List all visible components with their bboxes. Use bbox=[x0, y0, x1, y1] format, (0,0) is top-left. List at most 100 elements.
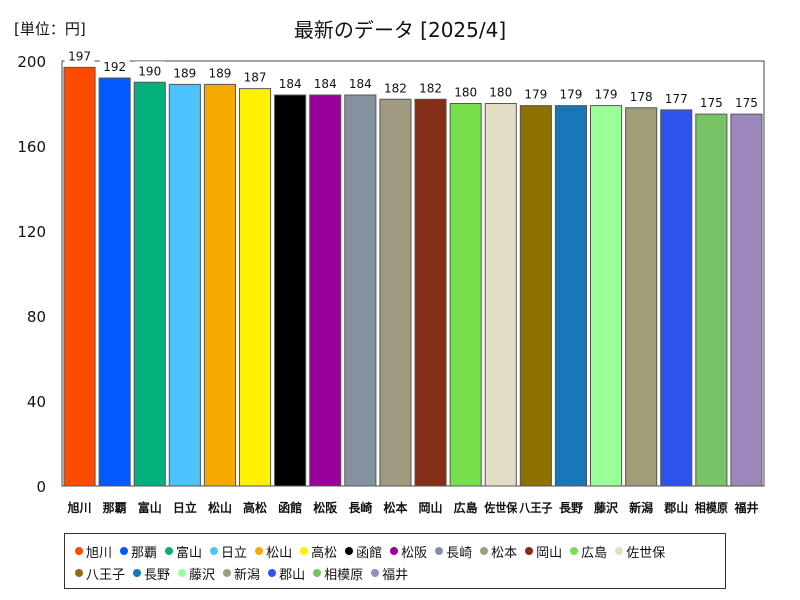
legend-item: 函館 bbox=[345, 540, 382, 562]
legend-item: 福井 bbox=[371, 562, 408, 584]
legend-label: 長野 bbox=[144, 567, 171, 583]
value-label: 192 bbox=[103, 60, 126, 74]
legend-label: 日立 bbox=[221, 545, 248, 561]
category-label: 佐世保 bbox=[483, 500, 518, 515]
bar-相模原 bbox=[695, 113, 728, 487]
category-label: 郡山 bbox=[663, 500, 688, 515]
legend-marker bbox=[75, 547, 83, 555]
value-label-bg bbox=[450, 82, 481, 101]
legend-label: 新潟 bbox=[234, 567, 261, 583]
value-label: 179 bbox=[524, 88, 547, 102]
unit-label: [単位：円] bbox=[14, 20, 86, 38]
plot-frame bbox=[61, 60, 765, 487]
value-label: 177 bbox=[665, 92, 688, 106]
y-tick-label: 160 bbox=[17, 138, 46, 156]
value-label: 184 bbox=[314, 77, 337, 91]
category-label: 岡山 bbox=[419, 500, 443, 515]
legend-item: 新潟 bbox=[223, 562, 260, 584]
legend-marker bbox=[268, 569, 277, 577]
bar-長野 bbox=[554, 105, 588, 487]
value-label: 184 bbox=[279, 77, 302, 91]
legend-label: 八王子 bbox=[86, 567, 126, 583]
category-label: 長野 bbox=[559, 500, 583, 515]
bar-佐世保 bbox=[484, 103, 517, 487]
value-label-bg bbox=[380, 78, 411, 97]
value-label: 197 bbox=[68, 49, 91, 63]
category-label: 八王子 bbox=[518, 501, 552, 515]
legend-marker bbox=[615, 547, 624, 555]
value-label-bg bbox=[169, 63, 200, 82]
value-label: 182 bbox=[384, 81, 407, 95]
value-label: 182 bbox=[419, 81, 442, 95]
legend-marker bbox=[371, 569, 380, 577]
value-label-bg bbox=[661, 88, 692, 107]
bar-郡山 bbox=[660, 109, 693, 487]
value-labels: 197 192 190 189 189 187 184 184 184 182 182 180 180 1… bbox=[64, 46, 762, 112]
y-tick-label: 200 bbox=[17, 53, 46, 71]
legend-label: 長崎 bbox=[446, 545, 473, 561]
legend-marker bbox=[133, 569, 142, 577]
legend-marker bbox=[120, 547, 129, 555]
category-label: 那覇 bbox=[103, 501, 127, 515]
legend-marker bbox=[525, 547, 534, 555]
legend-marker bbox=[178, 569, 187, 577]
legend-marker bbox=[255, 547, 264, 555]
legend-item: 相模原 bbox=[313, 562, 363, 584]
legend-marker bbox=[345, 547, 354, 555]
bar-高松 bbox=[239, 88, 272, 487]
category-label: 長崎 bbox=[348, 500, 372, 515]
legend-label: 函館 bbox=[356, 545, 383, 561]
legend-label: 松本 bbox=[491, 545, 518, 561]
legend-item: 佐世保 bbox=[615, 540, 665, 562]
category-label: 新潟 bbox=[629, 500, 653, 515]
legend-label: 那覇 bbox=[131, 545, 158, 561]
category-label: 函館 bbox=[278, 500, 302, 515]
category-label: 旭川 bbox=[67, 500, 92, 515]
bar-富山 bbox=[133, 81, 166, 487]
legend-marker bbox=[390, 547, 399, 555]
value-label-bg bbox=[134, 61, 165, 80]
value-label-bg bbox=[696, 93, 727, 112]
legend-item: 長崎 bbox=[435, 540, 472, 562]
legend-marker bbox=[570, 547, 579, 555]
value-label-bg bbox=[99, 57, 130, 75]
legend-marker bbox=[313, 569, 322, 577]
legend-label: 岡山 bbox=[536, 545, 563, 561]
bar-八王子 bbox=[519, 105, 552, 487]
value-label-bg bbox=[345, 74, 376, 92]
value-label-bg bbox=[626, 86, 657, 105]
value-label: 187 bbox=[244, 71, 267, 85]
value-label-bg bbox=[415, 78, 446, 97]
bar-新潟 bbox=[625, 107, 658, 487]
legend-item: 日立 bbox=[210, 540, 247, 562]
value-label: 190 bbox=[138, 64, 161, 78]
legend-marker bbox=[300, 547, 309, 555]
value-label: 184 bbox=[349, 77, 372, 91]
value-label-bg bbox=[310, 74, 341, 92]
category-label: 日立 bbox=[173, 500, 197, 515]
value-label: 189 bbox=[173, 66, 196, 80]
category-label: 高松 bbox=[243, 500, 267, 515]
value-label-bg bbox=[555, 84, 586, 103]
value-label-bg bbox=[591, 84, 622, 103]
legend-item: 岡山 bbox=[525, 540, 562, 562]
category-label: 富山 bbox=[138, 500, 162, 515]
legend-marker bbox=[435, 547, 444, 555]
legend-label: 松山 bbox=[266, 545, 293, 561]
category-label: 松阪 bbox=[313, 500, 338, 515]
value-label-bg bbox=[520, 84, 551, 103]
legend-marker bbox=[480, 547, 489, 555]
category-label: 松山 bbox=[208, 500, 232, 515]
category-label: 松本 bbox=[383, 500, 407, 515]
legend-label: 富山 bbox=[176, 545, 203, 561]
legend-item: 八王子 bbox=[75, 562, 125, 584]
legend-item: 富山 bbox=[165, 540, 202, 562]
bar-広島 bbox=[449, 103, 482, 487]
legend-label: 広島 bbox=[581, 545, 608, 561]
y-tick-label: 120 bbox=[17, 223, 46, 241]
bar-松山 bbox=[203, 83, 236, 487]
y-tick-label: 40 bbox=[27, 393, 46, 411]
legend-item: 松山 bbox=[255, 540, 292, 562]
legend-item: 高松 bbox=[300, 540, 337, 562]
